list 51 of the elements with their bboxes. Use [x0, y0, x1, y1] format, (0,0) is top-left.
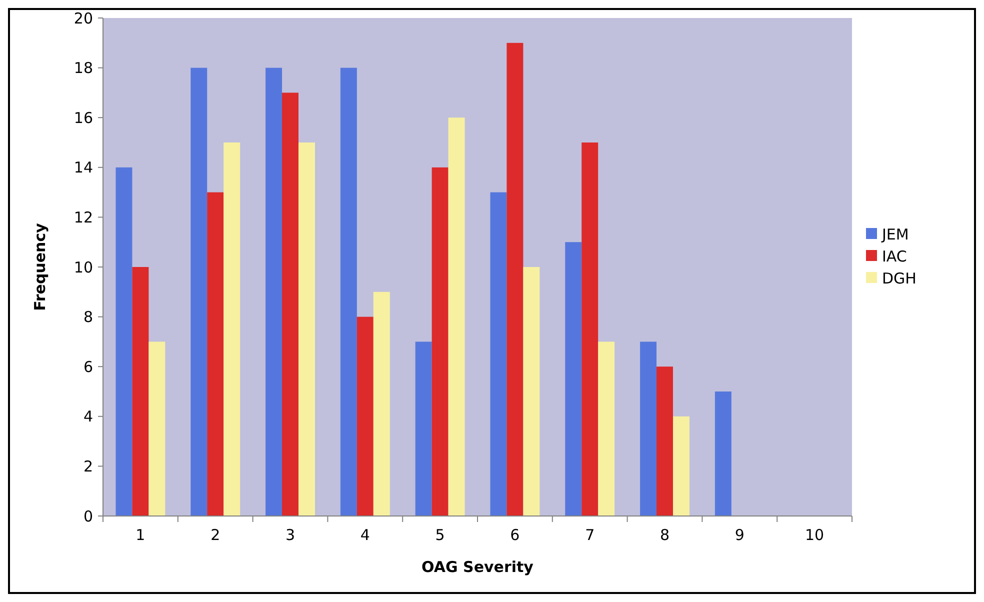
bar [224, 142, 240, 516]
bar [582, 142, 598, 516]
y-tick-label: 0 [83, 507, 93, 526]
bar [714, 392, 732, 516]
bar [116, 167, 132, 516]
bar [415, 342, 432, 516]
x-tick-label: 8 [660, 526, 670, 544]
bar [656, 366, 673, 516]
y-tick-label: 2 [83, 457, 93, 476]
bar [432, 167, 448, 516]
bar [672, 416, 690, 516]
bar [282, 92, 298, 516]
legend-label: JEM [881, 225, 909, 244]
y-tick-label: 6 [83, 358, 93, 376]
y-tick-label: 8 [83, 308, 93, 326]
bar [598, 342, 615, 516]
bar [523, 267, 540, 516]
y-tick-label: 4 [83, 408, 93, 426]
bar [565, 242, 582, 516]
x-tick-label: 9 [734, 526, 744, 544]
x-tick-label: 3 [285, 526, 296, 544]
bar [356, 316, 374, 516]
bar [506, 42, 524, 516]
y-axis-title: Frequency [31, 222, 49, 311]
bar [266, 68, 282, 516]
bar [640, 342, 657, 516]
y-tick-label: 12 [74, 208, 93, 226]
x-tick-label: 10 [805, 526, 824, 544]
bar [190, 68, 208, 516]
legend-label: DGH [882, 269, 916, 288]
bar [448, 118, 465, 516]
x-tick-label: 6 [510, 526, 520, 544]
bar [490, 192, 507, 516]
bar [148, 342, 166, 516]
bar [298, 142, 315, 516]
x-tick-label: 5 [435, 526, 445, 544]
y-tick-label: 18 [74, 59, 93, 78]
y-tick-label: 20 [74, 9, 93, 28]
y-tick-label: 14 [74, 158, 93, 177]
bar [207, 192, 224, 516]
x-tick-label: 4 [360, 526, 370, 544]
bar [132, 267, 149, 516]
x-tick-label: 7 [585, 526, 595, 544]
y-tick-label: 10 [74, 258, 93, 276]
y-tick-label: 16 [74, 108, 93, 127]
x-tick-label: 1 [136, 526, 146, 544]
x-tick-label: 2 [210, 526, 220, 544]
bar [373, 292, 390, 516]
bar [340, 68, 357, 516]
legend-label: IAC [882, 247, 907, 266]
x-axis-title: OAG Severity [422, 558, 534, 576]
